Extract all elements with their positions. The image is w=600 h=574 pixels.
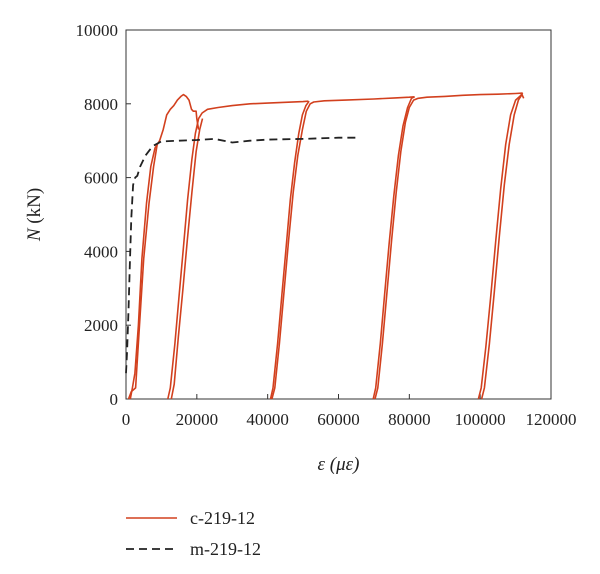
- series-m-219-12: [125, 136, 357, 374]
- legend-label-c-219-12: c-219-12: [190, 508, 255, 528]
- series-line-c-219-12: [477, 92, 524, 400]
- series-line-c-219-12: [127, 144, 158, 400]
- x-tick-label: 100000: [455, 410, 506, 429]
- x-axis-label-symbol: ε: [318, 454, 326, 475]
- series-line-c-219-12: [269, 100, 310, 400]
- y-tick-label: 2000: [84, 316, 118, 335]
- x-tick-label: 120000: [526, 410, 577, 429]
- y-tick-label: 8000: [84, 95, 118, 114]
- x-axis-label-unit: (με): [330, 454, 360, 475]
- series-c-219-12: [127, 92, 525, 400]
- series-line-c-219-12: [129, 93, 200, 400]
- y-tick-label: 0: [110, 390, 119, 409]
- x-tick-label: 20000: [176, 410, 219, 429]
- x-tick-label: 60000: [317, 410, 360, 429]
- y-axis-label: N (kN): [24, 188, 45, 242]
- series-line-c-219-12: [170, 118, 204, 400]
- series-line-c-219-12: [167, 100, 309, 400]
- x-tick-label: 40000: [246, 410, 289, 429]
- x-tick-label: 0: [122, 410, 131, 429]
- legend-label-m-219-12: m-219-12: [190, 539, 261, 559]
- series-line-c-219-12: [271, 96, 415, 400]
- series-group: [125, 92, 525, 400]
- x-tick-label: 80000: [388, 410, 431, 429]
- y-tick-label: 10000: [76, 21, 119, 40]
- legend: c-219-12 m-219-12: [126, 508, 261, 559]
- series-line-c-219-12: [372, 96, 415, 400]
- y-tick-label: 4000: [84, 242, 118, 261]
- y-axis-label-symbol: N: [24, 227, 45, 242]
- y-tick-label: 6000: [84, 169, 118, 188]
- y-axis-label-unit: (kN): [24, 188, 45, 224]
- series-line-c-219-12: [480, 93, 525, 400]
- x-axis-label: ε (με): [318, 454, 360, 475]
- series-line-m-219-12: [125, 136, 357, 374]
- series-line-c-219-12: [374, 92, 523, 400]
- tick-group: 0 20000 40000 60000 80000 100000 120000 0 2000 40…: [76, 21, 577, 429]
